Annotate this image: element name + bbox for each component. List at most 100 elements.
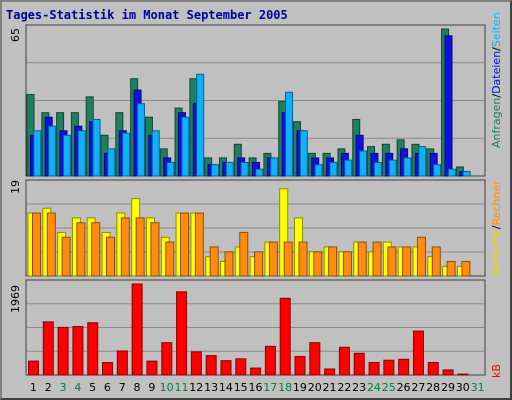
bar-rechner: [372, 241, 382, 277]
bar-kb: [279, 297, 291, 376]
day-tick-label: 23: [352, 381, 366, 394]
bar-kb: [190, 351, 202, 376]
bar-seiten: [285, 91, 294, 177]
bar-kb: [72, 325, 84, 376]
bar-rechner: [224, 251, 234, 277]
day-tick-label: 26: [397, 381, 411, 394]
day-tick-label: 10: [160, 381, 174, 394]
bar-seiten: [462, 170, 471, 177]
bar-rechner: [416, 236, 426, 277]
bar-kb: [338, 346, 350, 376]
bar-rechner: [342, 251, 352, 277]
day-tick-label: 7: [119, 381, 126, 394]
bar-rechner: [209, 246, 219, 277]
bar-kb: [250, 367, 262, 376]
bar-rechner: [446, 260, 456, 277]
bar-rechner: [32, 212, 41, 277]
day-tick-label: 5: [89, 381, 96, 394]
day-tick-label: 14: [219, 381, 233, 394]
bar-kb: [87, 322, 99, 376]
bar-seiten: [77, 130, 86, 177]
day-tick-label: 8: [134, 381, 141, 394]
bar-seiten: [107, 148, 116, 177]
day-tick-label: 17: [263, 381, 277, 394]
day-tick-label: 4: [74, 381, 81, 394]
bar-rechner: [46, 212, 56, 277]
bar-rechner: [254, 251, 264, 277]
bar-seiten: [403, 157, 412, 177]
bar-rechner: [268, 241, 278, 277]
bar-rechner: [313, 251, 323, 277]
bar-rechner: [150, 222, 160, 277]
day-tick-label: 6: [104, 381, 111, 394]
day-tick-label: 3: [60, 381, 67, 394]
day-tick-label: 16: [249, 381, 263, 394]
bar-rechner: [135, 217, 145, 277]
bar-kb: [146, 360, 158, 376]
bar-seiten: [433, 164, 442, 177]
day-tick-label: 21: [323, 381, 337, 394]
bar-seiten: [136, 103, 145, 177]
bar-kb: [102, 362, 114, 376]
day-tick-label: 9: [148, 381, 155, 394]
bar-rechner: [106, 236, 116, 277]
day-tick-label: 28: [426, 381, 440, 394]
bar-kb: [205, 355, 217, 376]
bar-rechner: [76, 222, 86, 277]
bar-kb: [412, 330, 424, 376]
bar-seiten: [181, 116, 190, 177]
day-tick-label: 1: [30, 381, 37, 394]
day-tick-label: 24: [367, 381, 381, 394]
bar-seiten: [344, 159, 353, 177]
bar-rechner: [298, 241, 308, 277]
bar-kb: [131, 283, 143, 376]
bar-seiten: [122, 132, 131, 177]
bar-kb: [368, 362, 380, 376]
day-tick-label: 18: [278, 381, 292, 394]
bar-seiten: [373, 161, 382, 177]
bar-kb: [176, 291, 188, 376]
bar-seiten: [62, 134, 71, 177]
bar-rechner: [61, 236, 71, 277]
bar-kb: [398, 358, 410, 376]
bar-rechner: [239, 231, 249, 277]
bar-seiten: [329, 161, 338, 177]
bar-seiten: [299, 130, 308, 177]
bar-rechner: [165, 241, 175, 277]
bar-kb: [220, 360, 232, 376]
bar-rechner: [328, 246, 338, 277]
bar-kb: [28, 360, 39, 376]
day-tick-label: 29: [441, 381, 455, 394]
day-tick-label: 30: [456, 381, 470, 394]
bar-kb: [427, 362, 439, 376]
bar-seiten: [151, 130, 160, 177]
bar-kb: [57, 326, 69, 376]
bar-seiten: [225, 161, 234, 177]
bar-seiten: [314, 164, 323, 177]
day-tick-label: 20: [308, 381, 322, 394]
bar-seiten: [92, 118, 101, 177]
bar-seiten: [33, 130, 42, 177]
bar-rechner: [387, 246, 397, 277]
bar-kb: [353, 352, 365, 376]
bar-kb: [42, 321, 54, 376]
bar-kb: [383, 359, 395, 376]
day-tick-label: 2: [45, 381, 52, 394]
bar-kb: [457, 373, 469, 376]
bar-rechner: [91, 222, 101, 277]
day-tick-label: 31: [471, 381, 485, 394]
bar-seiten: [255, 168, 264, 177]
bar-dateien: [444, 35, 453, 177]
bar-seiten: [359, 150, 368, 177]
bar-kb: [442, 369, 454, 376]
bar-seiten: [166, 161, 175, 177]
day-tick-label: 15: [234, 381, 248, 394]
bar-kb: [264, 345, 276, 376]
day-tick-label: 27: [411, 381, 425, 394]
bar-rechner: [194, 212, 204, 277]
bar-rechner: [357, 241, 367, 277]
bar-rechner: [283, 241, 293, 277]
bar-rechner: [180, 212, 190, 277]
bar-seiten: [418, 146, 427, 177]
